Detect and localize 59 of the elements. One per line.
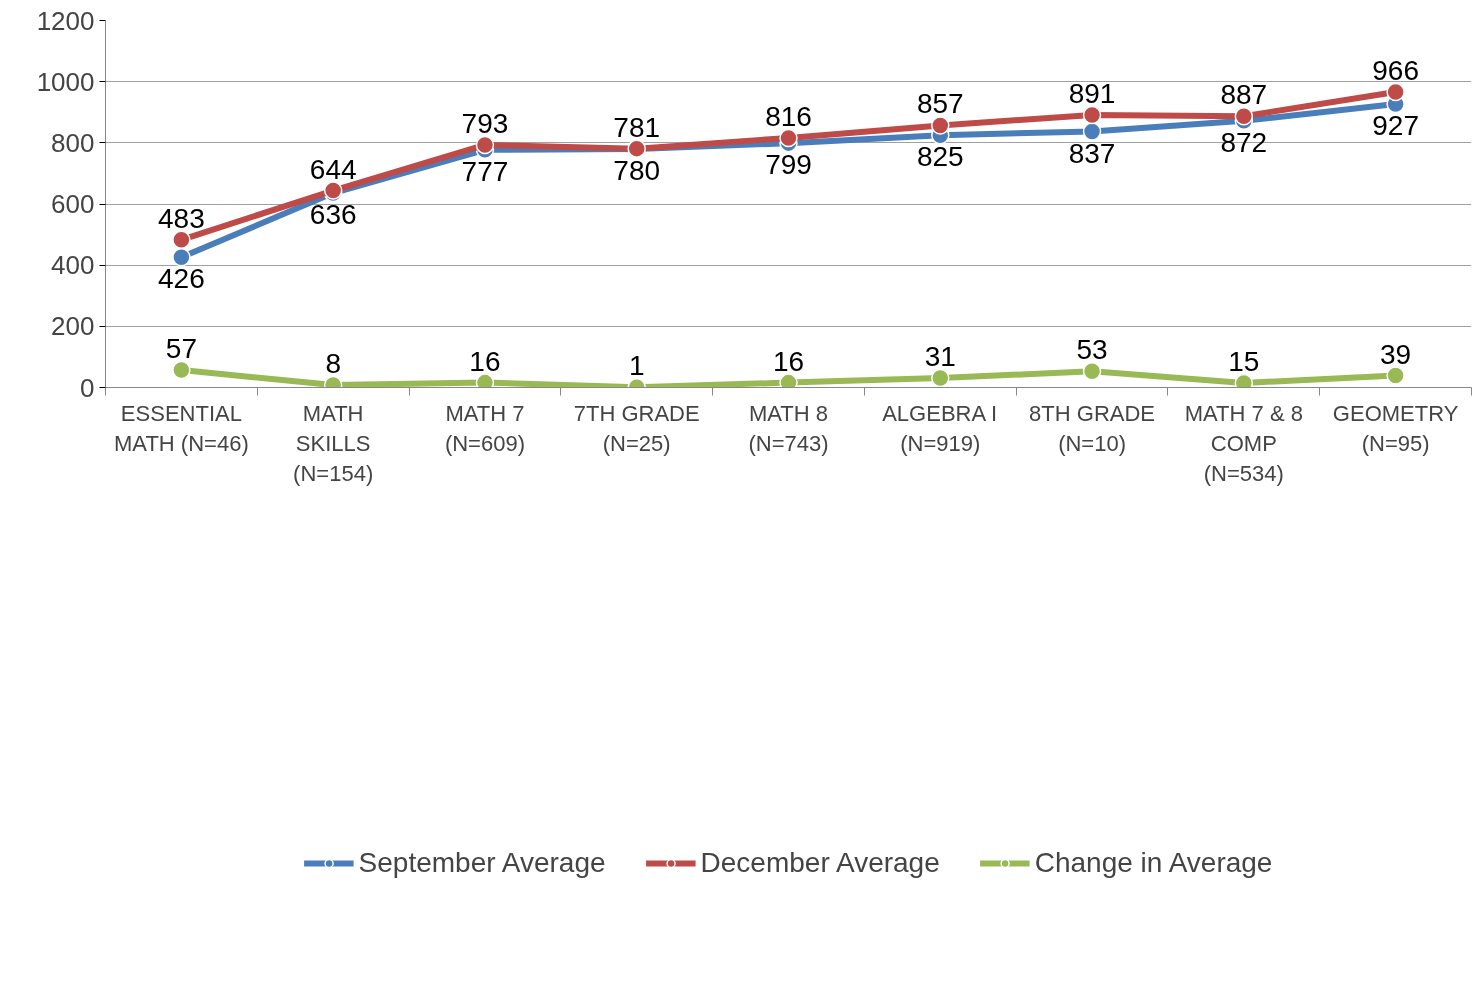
x-tick-label: MATH 8 (N=743) (748, 400, 829, 456)
data-label: 837 (1068, 137, 1116, 169)
y-tick-label: 1000 (36, 66, 95, 97)
point (172, 360, 191, 380)
x-tick-label: MATH SKILLS (N=154) (293, 400, 374, 486)
data-label: 780 (613, 154, 661, 186)
y-tick-label: 800 (51, 127, 95, 158)
data-label: 16 (469, 345, 501, 377)
legend-label: December Average (700, 846, 940, 879)
data-label: 825 (916, 141, 964, 173)
y-tick-label: 1200 (36, 5, 95, 36)
point (1234, 106, 1254, 126)
data-label: 777 (461, 155, 509, 187)
x-tick-label: MATH 7 & 8 COMP (N=534) (1184, 400, 1303, 486)
y-tick-label: 400 (51, 250, 95, 281)
data-label: 927 (1372, 109, 1419, 141)
data-label: 891 (1068, 78, 1116, 109)
y-tick-label: 200 (51, 311, 95, 342)
point (779, 128, 798, 148)
data-label: 8 (325, 348, 341, 380)
legend-label: Change in Average (1034, 846, 1273, 879)
data-label: 16 (772, 345, 805, 377)
point (1386, 366, 1405, 385)
x-tick-label: MATH 7 (N=609) (444, 400, 525, 456)
point (475, 135, 495, 155)
x-tick-label: ESSENTIAL MATH (N=46) (114, 400, 249, 456)
point (172, 247, 191, 267)
point (931, 368, 950, 388)
data-label: 799 (765, 149, 812, 181)
data-label: 57 (165, 333, 197, 365)
data-label: 15 (1228, 345, 1260, 377)
data-label: 793 (461, 107, 509, 139)
point (172, 230, 191, 250)
y-tick-label: 0 (80, 372, 95, 403)
x-tick-label: ALGEBRA I (N=919) (882, 400, 998, 456)
data-label: 1 (628, 350, 645, 382)
point (1082, 362, 1102, 381)
data-label: 644 (309, 153, 357, 185)
x-tick-label: GEOMETRY (N=95) (1332, 400, 1459, 456)
data-label: 31 (924, 341, 956, 373)
point (1386, 82, 1405, 102)
data-label: 872 (1220, 126, 1268, 158)
data-label: 426 (158, 263, 205, 295)
point (1082, 105, 1102, 125)
point (1082, 122, 1102, 141)
data-label: 966 (1372, 55, 1419, 87)
y-tick-label: 600 (51, 189, 95, 219)
x-tick-label: 7TH GRADE (N=25) (573, 400, 700, 456)
data-label: 53 (1076, 334, 1108, 366)
data-label: 636 (309, 198, 357, 230)
legend-label: September Average (358, 846, 606, 879)
data-label: 887 (1220, 79, 1268, 111)
data-label: 39 (1380, 338, 1412, 370)
point (931, 116, 950, 135)
data-label: 781 (613, 111, 661, 143)
x-tick-label: 8TH GRADE (N=10) (1029, 400, 1156, 456)
data-label: 857 (916, 88, 964, 120)
data-label: 483 (158, 202, 205, 234)
data-label: 816 (765, 100, 812, 132)
